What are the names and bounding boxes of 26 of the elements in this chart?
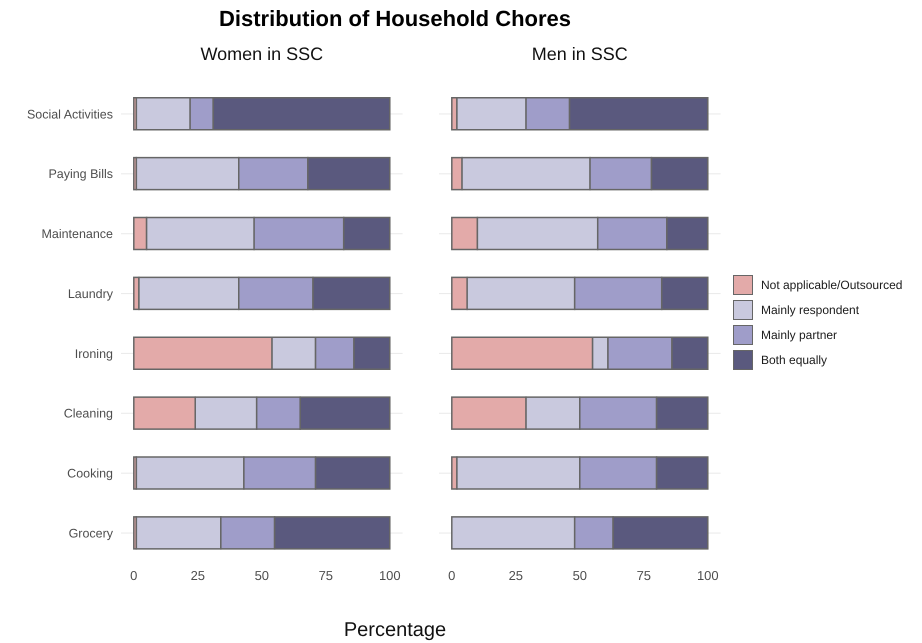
y-tick-label: Maintenance xyxy=(42,227,114,242)
chart-title: Distribution of Household Chores xyxy=(218,6,572,32)
x-tick-label: 75 xyxy=(636,568,652,584)
y-tick-label: Social Activities xyxy=(26,107,113,122)
x-tick-label: 25 xyxy=(190,568,206,584)
x-tick-label: 50 xyxy=(572,568,588,584)
y-tick-label: Paying Bills xyxy=(48,167,113,182)
x-tick-label: 100 xyxy=(696,568,719,584)
legend-label: Not applicable/Outsourced xyxy=(761,278,902,292)
x-axis-title: Percentage xyxy=(342,619,448,642)
y-tick-label: Ironing xyxy=(74,346,114,361)
legend-label: Mainly partner xyxy=(761,328,838,342)
y-tick-label: Cleaning xyxy=(64,406,114,421)
legend-label: Both equally xyxy=(761,352,828,366)
legend-label: Mainly respondent xyxy=(761,302,860,316)
chart-subtitle: Women in SSC xyxy=(199,44,324,65)
x-tick-label: 0 xyxy=(448,568,456,584)
x-tick-label: 75 xyxy=(318,568,334,584)
x-tick-label: 25 xyxy=(508,568,524,584)
y-tick-label: Laundry xyxy=(68,287,114,301)
y-tick-label: Grocery xyxy=(68,526,114,540)
x-tick-label: 100 xyxy=(378,568,401,584)
x-tick-label: 50 xyxy=(254,568,270,584)
chart-subtitle: Men in SSC xyxy=(530,44,629,65)
x-tick-label: 0 xyxy=(130,568,138,584)
y-tick-label: Cooking xyxy=(67,466,114,481)
